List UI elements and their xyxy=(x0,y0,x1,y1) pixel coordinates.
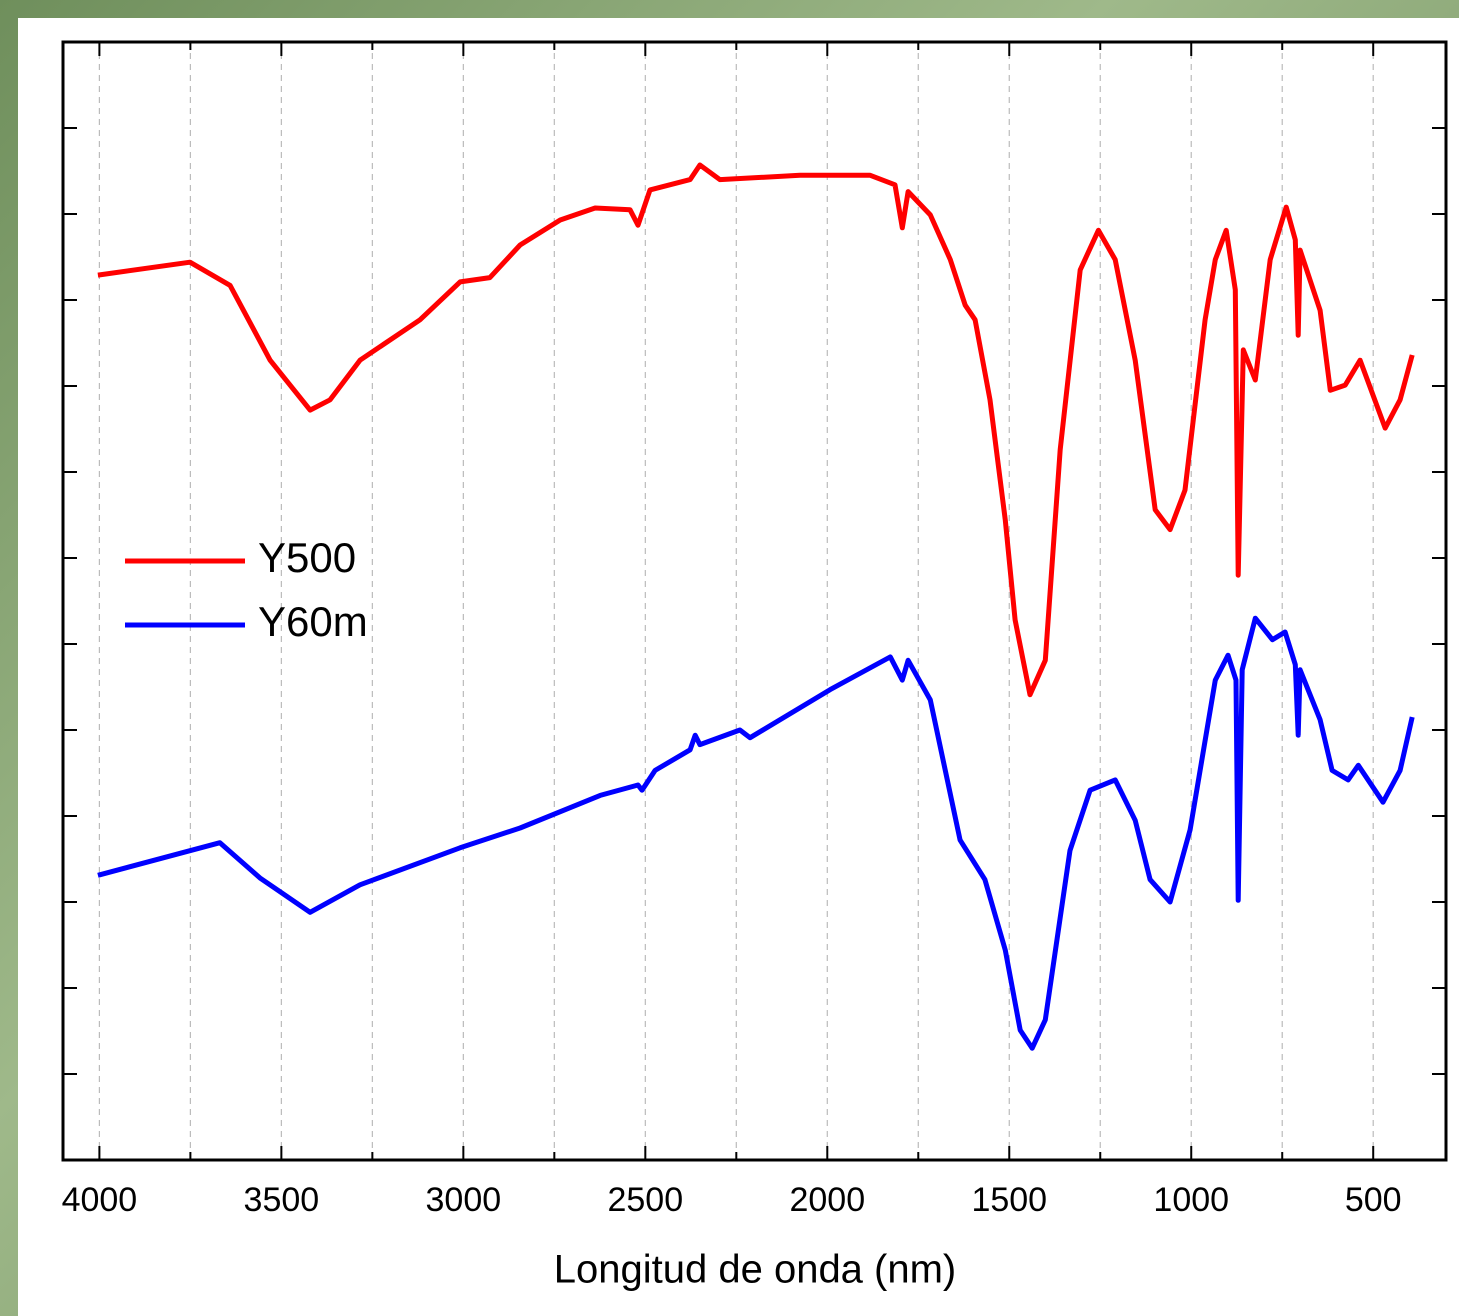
legend-label: Y60m xyxy=(258,598,368,645)
legend-label: Y500 xyxy=(258,534,356,581)
x-tick-label: 2000 xyxy=(789,1181,865,1219)
x-tick-label: 1500 xyxy=(971,1181,1047,1219)
x-tick-label: 3500 xyxy=(244,1181,320,1219)
x-tick-label: 2500 xyxy=(607,1181,683,1219)
data-line xyxy=(97,615,1415,1051)
x-tick-label: 1000 xyxy=(1153,1181,1229,1219)
x-axis-label: Longitud de onda (nm) xyxy=(554,1248,957,1292)
panel xyxy=(18,18,1459,1316)
x-tick-label: 3000 xyxy=(426,1181,502,1219)
x-tick-label: 4000 xyxy=(62,1181,138,1219)
data-line xyxy=(97,162,1415,698)
x-tick-label: 500 xyxy=(1345,1181,1402,1219)
plot-frame xyxy=(61,40,1448,1162)
